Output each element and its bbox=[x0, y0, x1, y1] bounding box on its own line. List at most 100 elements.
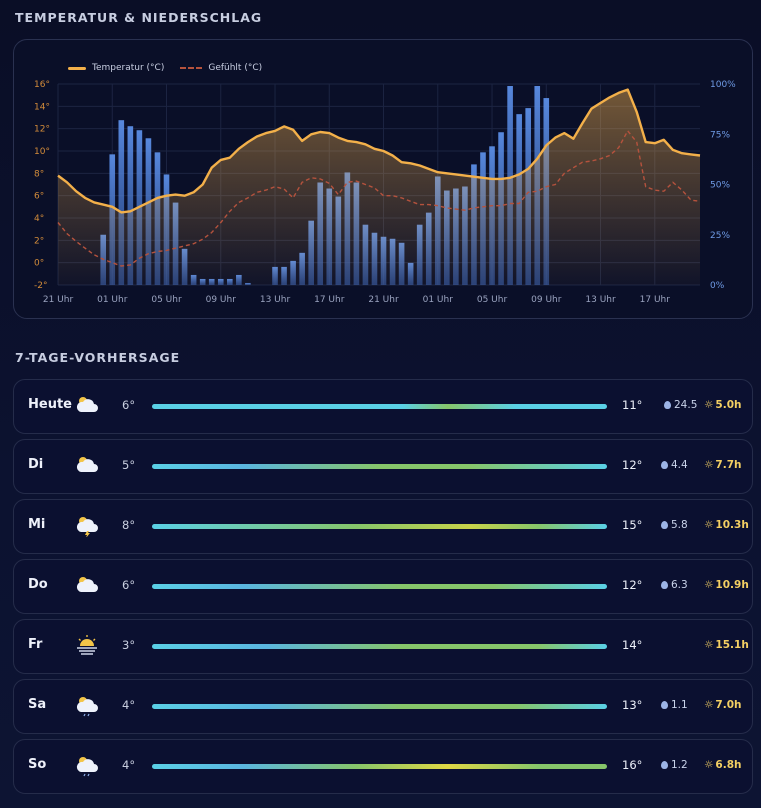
sun-value: 6.8h bbox=[715, 759, 742, 771]
forecast-row-2[interactable]: Mi 8° 15° 5.8 ☼ 10.3h bbox=[13, 499, 753, 554]
precip-amount: 5.8 bbox=[661, 519, 688, 531]
sun-value: 15.1h bbox=[715, 639, 749, 651]
max-temp: 14° bbox=[622, 638, 643, 652]
max-temp: 12° bbox=[622, 578, 643, 592]
precip-bar bbox=[127, 126, 134, 286]
temp-range-bar bbox=[152, 404, 607, 409]
y-left-tick-label: 12° bbox=[34, 125, 50, 135]
sunrise-fog-icon bbox=[74, 633, 100, 657]
temp-range-bar bbox=[152, 584, 607, 589]
partly-cloudy-icon bbox=[74, 573, 100, 597]
chart-canvas: 16° 14° 12° 10° 8° 6° 4° 2° 0° -2° 21 Uhr 01 Uhr 05 … bbox=[34, 80, 736, 305]
y-left-tick-label: 10° bbox=[34, 147, 50, 157]
precip-value: 6.3 bbox=[671, 579, 688, 591]
feels-legend-label: Gefühlt (°C) bbox=[208, 63, 263, 73]
sun-icon: ☼ bbox=[704, 459, 714, 471]
day-name: So bbox=[28, 757, 47, 772]
temperature-legend-label: Temperatur (°C) bbox=[92, 63, 165, 73]
feels-legend-swatch bbox=[180, 67, 203, 69]
y-left-tick-label: 8° bbox=[34, 169, 44, 179]
sunshine-hours: ☼ 15.1h bbox=[704, 639, 749, 651]
day-name: Fr bbox=[28, 637, 43, 652]
forecast-row-0[interactable]: Heute 6° 11° 24.5 ☼ 5.0h bbox=[13, 379, 753, 434]
min-temp: 4° bbox=[122, 758, 136, 772]
y-left-tick-label: 14° bbox=[34, 102, 50, 112]
forecast-row-6[interactable]: So 4° 16° 1.2 ☼ 6.8h bbox=[13, 739, 753, 794]
partly-cloudy-icon bbox=[74, 453, 100, 477]
temp-range-bar bbox=[152, 704, 607, 709]
precip-value: 4.4 bbox=[671, 459, 688, 471]
y-left-tick-label: 6° bbox=[34, 192, 44, 202]
min-temp: 4° bbox=[122, 698, 136, 712]
max-temp: 16° bbox=[622, 758, 643, 772]
min-temp: 5° bbox=[122, 458, 136, 472]
y-right-tick-label: 0% bbox=[710, 281, 725, 291]
max-temp: 12° bbox=[622, 458, 643, 472]
temperature-line bbox=[57, 88, 701, 214]
sunshine-hours: ☼ 7.7h bbox=[704, 459, 742, 471]
y-left-tick-label: -2° bbox=[34, 281, 47, 291]
day-name: Heute bbox=[28, 397, 72, 412]
x-tick-label: 13 Uhr bbox=[585, 295, 616, 305]
temperature-precip-chart: 16° 14° 12° 10° 8° 6° 4° 2° 0° -2° 21 Uhr 01 Uhr 05 … bbox=[13, 39, 753, 319]
sunshine-hours: ☼ 7.0h bbox=[704, 699, 742, 711]
x-tick-label: 13 Uhr bbox=[260, 295, 291, 305]
day-name: Sa bbox=[28, 697, 47, 712]
max-temp: 11° bbox=[622, 398, 643, 412]
sun-icon: ☼ bbox=[704, 399, 714, 411]
temp-range-bar bbox=[152, 644, 607, 649]
day-name: Mi bbox=[28, 517, 46, 532]
precip-amount: 1.1 bbox=[661, 699, 688, 711]
raindrop-icon bbox=[661, 581, 668, 589]
precip-value: 1.2 bbox=[671, 759, 688, 771]
forecast-row-1[interactable]: Di 5° 12° 4.4 ☼ 7.7h bbox=[13, 439, 753, 494]
thunder-cloud-icon bbox=[74, 513, 100, 538]
precip-amount: 24.5 bbox=[664, 399, 697, 411]
forecast-row-5[interactable]: Sa 4° 13° 1.1 ☼ 7.0h bbox=[13, 679, 753, 734]
sun-value: 5.0h bbox=[715, 399, 742, 411]
max-temp: 13° bbox=[622, 698, 643, 712]
x-tick-label: 05 Uhr bbox=[151, 295, 182, 305]
sunshine-hours: ☼ 6.8h bbox=[704, 759, 742, 771]
temperature-legend-swatch bbox=[68, 66, 86, 70]
y-right-tick-label: 50% bbox=[710, 181, 730, 191]
min-temp: 3° bbox=[122, 638, 136, 652]
precip-amount: 1.2 bbox=[661, 759, 688, 771]
x-tick-label: 09 Uhr bbox=[531, 295, 562, 305]
y-left-tick-label: 0° bbox=[34, 259, 44, 269]
feels-like-line bbox=[57, 129, 701, 267]
forecast-row-3[interactable]: Do 6° 12° 6.3 ☼ 10.9h bbox=[13, 559, 753, 614]
min-temp: 6° bbox=[122, 578, 136, 592]
raindrop-icon bbox=[661, 461, 668, 469]
day-name: Di bbox=[28, 457, 44, 472]
raindrop-icon bbox=[661, 521, 668, 529]
precip-bar bbox=[118, 120, 125, 286]
day-name: Do bbox=[28, 577, 48, 592]
raindrop-icon bbox=[661, 761, 668, 769]
temp-range-bar bbox=[152, 764, 607, 769]
x-tick-label: 17 Uhr bbox=[640, 295, 671, 305]
x-tick-label: 01 Uhr bbox=[97, 295, 128, 305]
sun-value: 7.7h bbox=[715, 459, 742, 471]
sun-icon: ☼ bbox=[704, 759, 714, 771]
precip-value: 24.5 bbox=[674, 399, 698, 411]
temp-range-bar bbox=[152, 464, 607, 469]
sun-value: 10.9h bbox=[715, 579, 749, 591]
x-tick-label: 01 Uhr bbox=[423, 295, 454, 305]
y-right-tick-label: 75% bbox=[710, 130, 730, 140]
forecast-row-4[interactable]: Fr 3° 14° ☼ 15.1h bbox=[13, 619, 753, 674]
min-temp: 6° bbox=[122, 398, 136, 412]
max-temp: 15° bbox=[622, 518, 643, 532]
x-tick-label: 17 Uhr bbox=[314, 295, 345, 305]
sun-value: 7.0h bbox=[715, 699, 742, 711]
partly-cloudy-rain-icon bbox=[74, 753, 100, 777]
y-left-tick-label: 2° bbox=[34, 236, 44, 246]
partly-cloudy-icon bbox=[74, 393, 100, 417]
min-temp: 8° bbox=[122, 518, 136, 532]
sun-icon: ☼ bbox=[704, 519, 714, 531]
y-right-tick-label: 100% bbox=[710, 80, 736, 90]
raindrop-icon bbox=[664, 401, 671, 409]
x-tick-label: 09 Uhr bbox=[206, 295, 237, 305]
precip-value: 1.1 bbox=[671, 699, 688, 711]
sun-icon: ☼ bbox=[704, 579, 714, 591]
